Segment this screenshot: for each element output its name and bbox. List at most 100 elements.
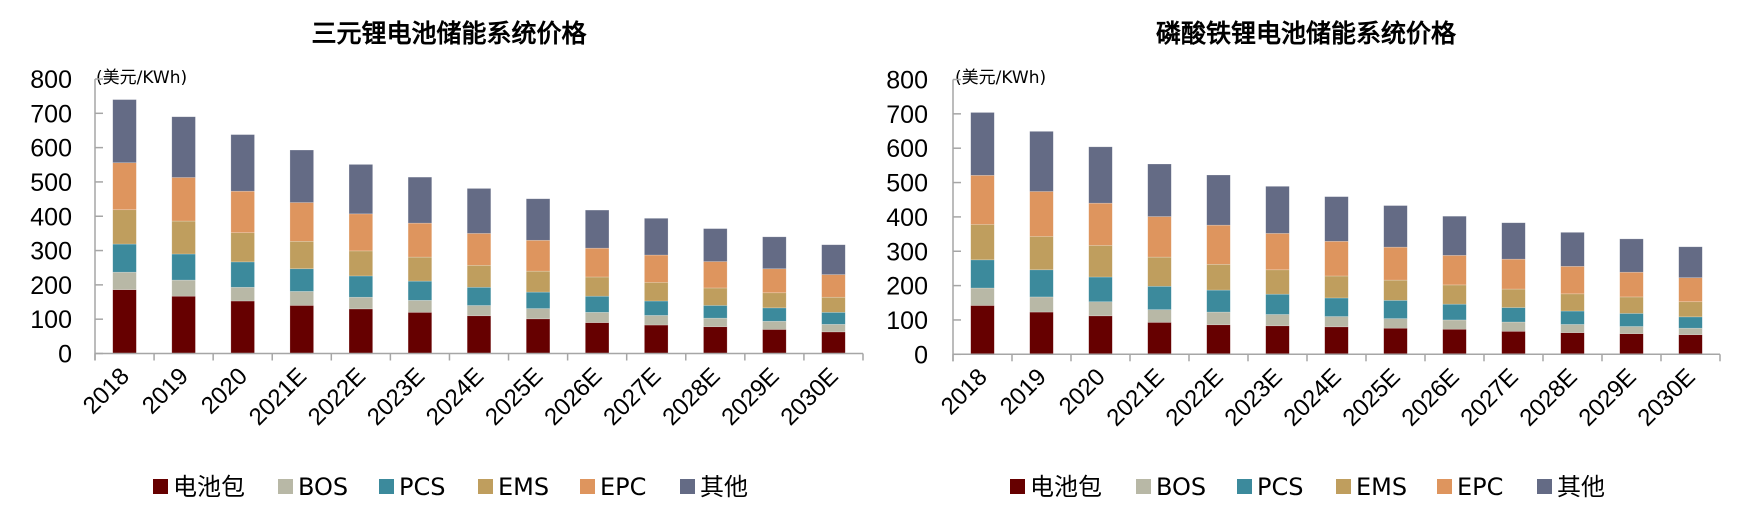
bar-stack-2023E	[407, 176, 433, 354]
bar-segment-series-4	[970, 175, 995, 225]
bar-segment-series-4	[703, 261, 728, 289]
bar-segment-series-5	[644, 218, 669, 256]
bar-segment-series-0	[1619, 333, 1644, 355]
bar-segment-series-1	[585, 312, 610, 323]
y-tick-label: 700	[30, 100, 72, 128]
bar-segment-series-0	[230, 300, 255, 354]
bar-stack-2024E	[466, 188, 492, 354]
legend-label: BOS	[298, 473, 348, 501]
x-tick-label: 2021E	[1102, 363, 1170, 431]
bar-segment-series-2	[230, 261, 255, 288]
bar-segment-series-4	[230, 190, 255, 234]
bar-segment-series-1	[703, 317, 728, 328]
bar-segment-series-4	[112, 162, 137, 211]
bar-segment-series-4	[1324, 240, 1349, 277]
legend-item: 其他	[1537, 473, 1605, 501]
legend-label: PCS	[399, 473, 445, 501]
legend-swatch	[278, 479, 293, 494]
bar-segment-series-4	[289, 202, 314, 242]
bar-segment-series-5	[1265, 186, 1290, 234]
legend-swatch	[1437, 479, 1452, 494]
legend-item: PCS	[1237, 473, 1303, 501]
bar-stack-2029E	[762, 236, 787, 354]
bar-segment-series-3	[970, 224, 995, 261]
y-tick-label: 0	[58, 341, 72, 369]
bar-segment-series-0	[466, 315, 492, 354]
bar-segment-series-5	[1442, 215, 1467, 256]
legend-item: 电池包	[1010, 473, 1102, 501]
bar-stack-2018	[970, 112, 995, 355]
x-tick-labels: 2018 2019 20202021E2022E2023E2024E2025E202…	[936, 363, 1701, 431]
bar-segment-series-1	[1088, 301, 1113, 317]
bar-segment-series-5	[171, 116, 196, 178]
bar-segment-series-5	[821, 244, 846, 275]
x-tick-label: 2022E	[1161, 363, 1229, 431]
legend-label: EPC	[1457, 473, 1503, 501]
bar-segment-series-4	[1501, 258, 1526, 290]
legend-label: EMS	[1356, 473, 1407, 501]
lfp-chart: 磷酸铁锂电池储能系统价格 (美元/KWh) 0 100 200 300 400 500 60…	[886, 19, 1721, 501]
legend-label: EMS	[498, 473, 549, 501]
bar-segment-series-1	[970, 287, 995, 306]
bar-segment-series-0	[644, 324, 669, 354]
bar-segment-series-5	[970, 112, 995, 176]
bar-segment-series-3	[348, 250, 373, 277]
bar-segment-series-2	[1265, 293, 1290, 315]
y-tick-label: 300	[30, 238, 72, 266]
bar-stack-2026E	[1442, 215, 1467, 355]
bar-segment-series-3	[407, 256, 433, 282]
bar-segment-series-5	[1678, 246, 1703, 278]
x-tick-label: 2018	[936, 363, 993, 420]
bar-segment-series-2	[970, 259, 995, 289]
bar-segment-series-1	[1029, 296, 1054, 313]
x-tick-label: 2028E	[1515, 363, 1583, 431]
bar-segment-series-5	[289, 149, 314, 203]
bar-segment-series-5	[1029, 131, 1054, 192]
bar-segment-series-4	[762, 268, 787, 294]
x-tick-labels: 2018 2019 20202021E2022E2023E2024E2025E202…	[78, 363, 844, 431]
bar-stack-2022E	[348, 164, 373, 354]
bar-segment-series-3	[1501, 288, 1526, 308]
bar-segment-series-3	[1029, 236, 1054, 271]
bar-stack-2018	[112, 99, 137, 354]
x-tick-label: 2023E	[362, 363, 430, 431]
y-tick-label: 700	[886, 101, 928, 129]
bar-segment-series-4	[821, 274, 846, 298]
bar-segment-series-1	[1147, 309, 1172, 323]
bar-stack-2019	[171, 116, 196, 354]
y-axis-unit-label: (美元/KWh)	[96, 68, 187, 88]
bar-segment-series-2	[525, 291, 551, 309]
x-tick-label: 2025E	[480, 363, 548, 431]
bar-segment-series-0	[1147, 322, 1172, 355]
bar-segment-series-1	[230, 286, 255, 302]
y-tick-label: 400	[886, 204, 928, 232]
bar-segment-series-1	[1560, 324, 1585, 333]
legend-label: PCS	[1257, 473, 1303, 501]
bar-segment-series-0	[1383, 327, 1408, 355]
bar-segment-series-0	[1501, 330, 1526, 355]
bar-segment-series-4	[1088, 202, 1113, 246]
bar-segment-series-2	[1029, 269, 1054, 298]
bar-segment-series-4	[171, 177, 196, 222]
bar-segment-series-2	[1324, 297, 1349, 317]
bar-stack-2028E	[703, 228, 728, 354]
ternary-lithium-chart: 三元锂电池储能系统价格 (美元/KWh) 0 100 200 300 400 500 600…	[30, 19, 864, 501]
bar-segment-series-5	[1088, 146, 1113, 204]
bar-segment-series-0	[1206, 324, 1231, 355]
bar-segment-series-0	[970, 305, 995, 355]
bar-segment-series-1	[1678, 327, 1703, 336]
axes	[94, 78, 864, 361]
x-tick-label: 2021E	[244, 363, 312, 431]
bar-segment-series-0	[1265, 325, 1290, 355]
bar-segment-series-1	[112, 271, 137, 290]
y-tick-label: 200	[30, 272, 72, 300]
bar-segment-series-5	[112, 99, 137, 164]
bar-segment-series-3	[821, 296, 846, 313]
legend-swatch	[478, 479, 493, 494]
bar-stack-2020	[230, 134, 255, 354]
bar-stack-2022E	[1206, 174, 1231, 355]
bar-segment-series-2	[762, 307, 787, 322]
legend-label: 电池包	[1030, 473, 1102, 501]
bar-segment-series-4	[1029, 191, 1054, 237]
bar-stack-2027E	[1501, 222, 1526, 355]
